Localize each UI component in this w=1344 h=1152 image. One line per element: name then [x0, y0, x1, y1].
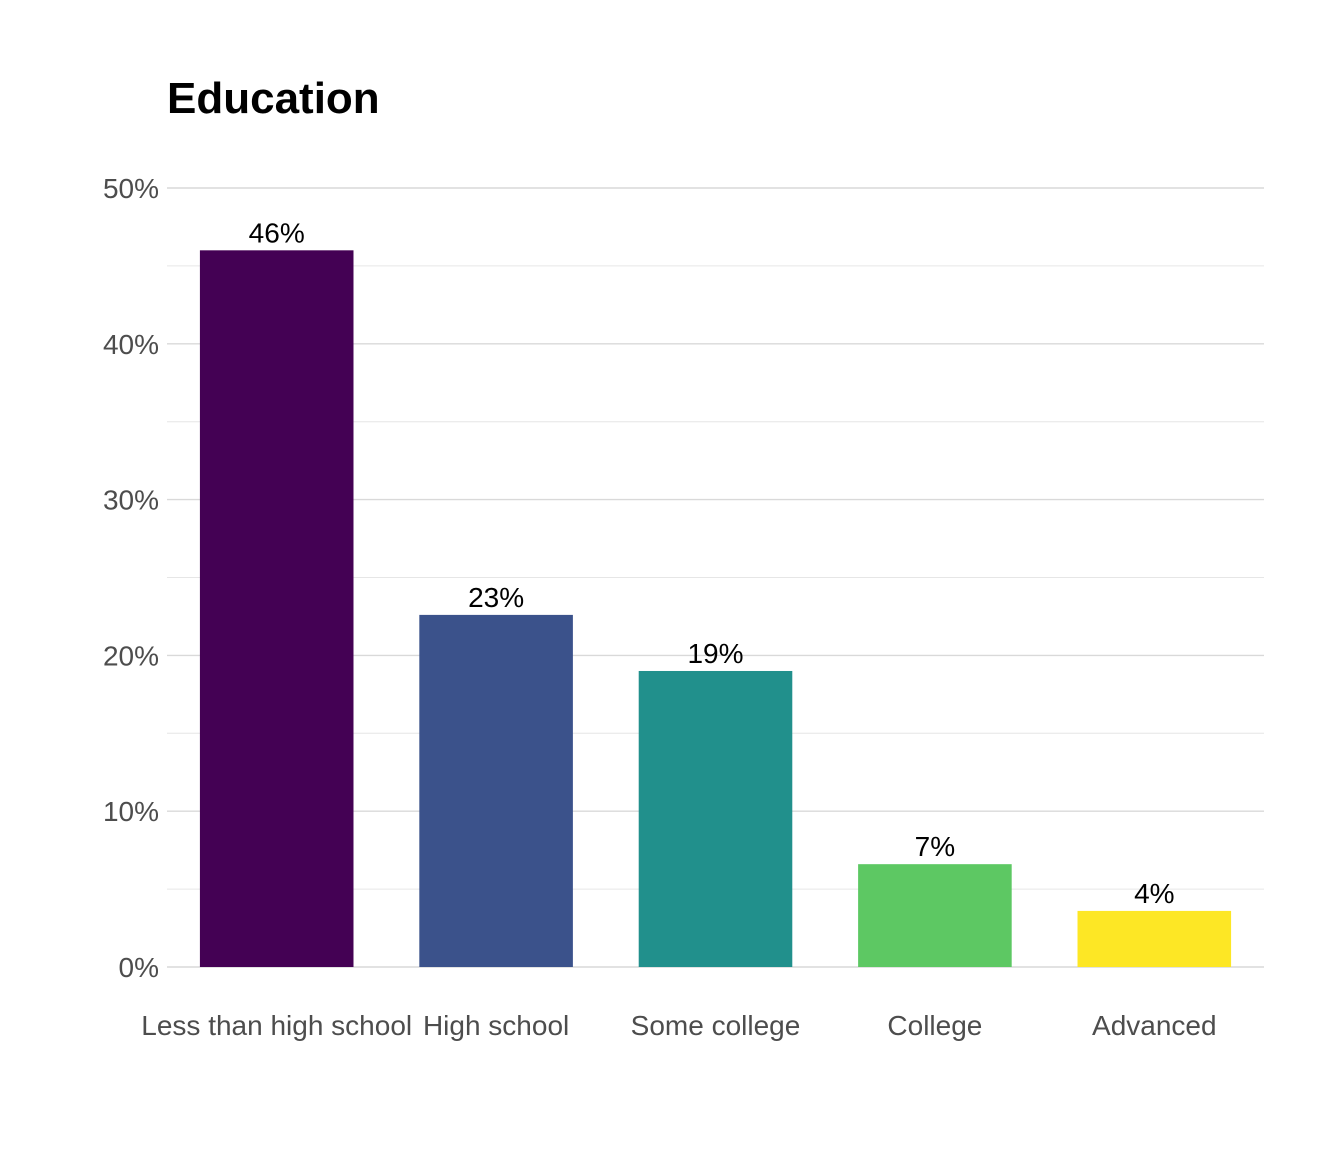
- y-tick-label: 30%: [103, 485, 159, 516]
- bar: [199, 250, 354, 967]
- y-axis-tick-labels: 0% 10% 20% 30% 40% 50%: [103, 173, 159, 983]
- bar-value-label: 23%: [468, 582, 524, 613]
- y-tick-label: 0%: [119, 952, 159, 983]
- bar-value-label: 46%: [249, 217, 305, 248]
- y-tick-label: 20%: [103, 640, 159, 671]
- y-tick-label: 50%: [103, 173, 159, 204]
- x-tick-label: High school: [423, 1010, 569, 1041]
- chart-title: Education: [167, 74, 380, 123]
- x-axis-tick-labels: Less than high school High school Some col…: [141, 1010, 1216, 1041]
- bars: [199, 250, 1232, 967]
- bar: [858, 864, 1012, 967]
- x-tick-label: College: [887, 1010, 982, 1041]
- x-tick-label: Less than high school: [141, 1010, 412, 1041]
- bar-value-label: 7%: [915, 831, 955, 862]
- bar: [638, 670, 793, 967]
- x-tick-label: Some college: [631, 1010, 801, 1041]
- bar-value-label: 19%: [687, 638, 743, 669]
- y-tick-label: 40%: [103, 329, 159, 360]
- bar: [1077, 910, 1232, 967]
- y-tick-label: 10%: [103, 796, 159, 827]
- bar-value-labels: 46% 23% 19% 7% 4%: [249, 217, 1175, 909]
- bar: [419, 614, 573, 967]
- bar-value-label: 4%: [1134, 878, 1174, 909]
- x-tick-label: Advanced: [1092, 1010, 1217, 1041]
